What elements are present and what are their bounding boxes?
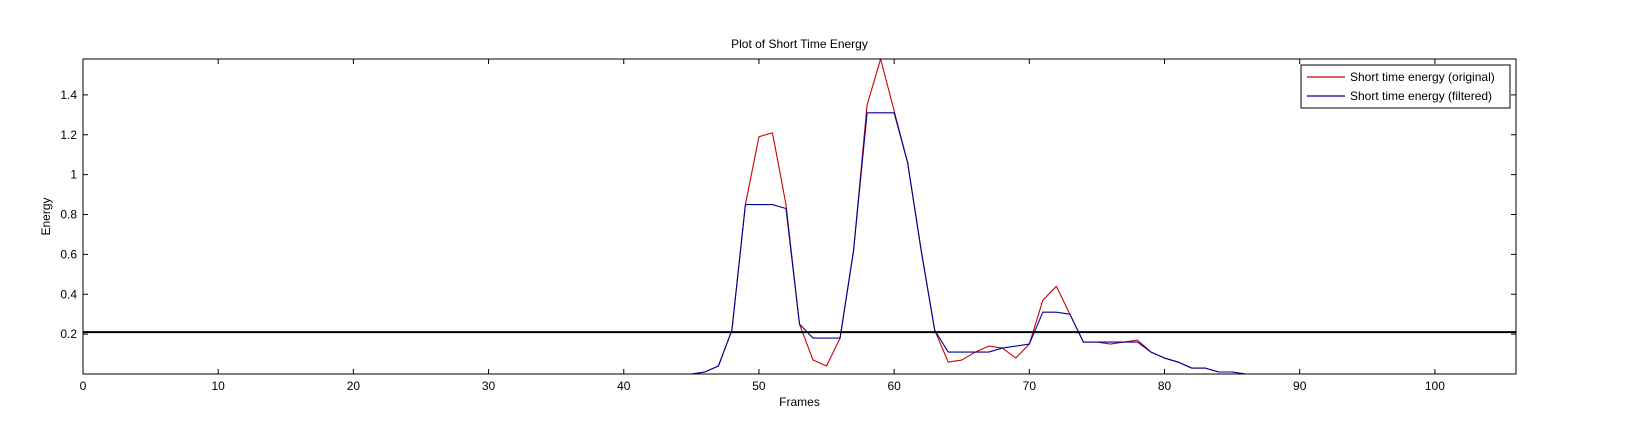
- axes: 0 10 20 30 40 50 60 70 80 90 100 0.2 0.4 0.6 0.8 1 1.2 1.…: [60, 58, 1517, 393]
- legend-label-filtered: Short time energy (filtered): [1350, 89, 1492, 103]
- x-tick-label: 50: [752, 379, 766, 393]
- y-tick-label: 0.8: [60, 208, 77, 222]
- y-tick-label: 0.2: [60, 327, 77, 341]
- x-tick-label: 70: [1023, 379, 1037, 393]
- legend: Short time energy (original) Short time …: [1300, 64, 1511, 109]
- y-axis-label: Energy: [39, 197, 53, 235]
- x-tick-label: 100: [1425, 379, 1445, 393]
- x-tick-label: 80: [1158, 379, 1172, 393]
- legend-box: [1300, 64, 1511, 109]
- x-axis-label: Frames: [779, 395, 820, 409]
- legend-label-original: Short time energy (original): [1350, 70, 1495, 84]
- y-tick-label: 0.4: [60, 287, 77, 301]
- x-tick-label: 10: [212, 379, 226, 393]
- y-tick-label: 1.4: [60, 88, 77, 102]
- y-tick-label: 0.6: [60, 247, 77, 261]
- axes-box: [82, 58, 1517, 375]
- x-tick-label: 60: [887, 379, 901, 393]
- x-tick-label: 90: [1293, 379, 1307, 393]
- x-tick-label: 0: [80, 379, 87, 393]
- x-tick-label: 20: [347, 379, 361, 393]
- y-tick-label: 1: [70, 168, 77, 182]
- x-tick-label: 30: [482, 379, 496, 393]
- series-line-filtered: [96, 112, 1516, 375]
- plot-area: [83, 58, 1516, 375]
- x-tick-label: 40: [617, 379, 631, 393]
- y-tick-label: 1.2: [60, 128, 77, 142]
- chart-title: Plot of Short Time Energy: [731, 37, 868, 51]
